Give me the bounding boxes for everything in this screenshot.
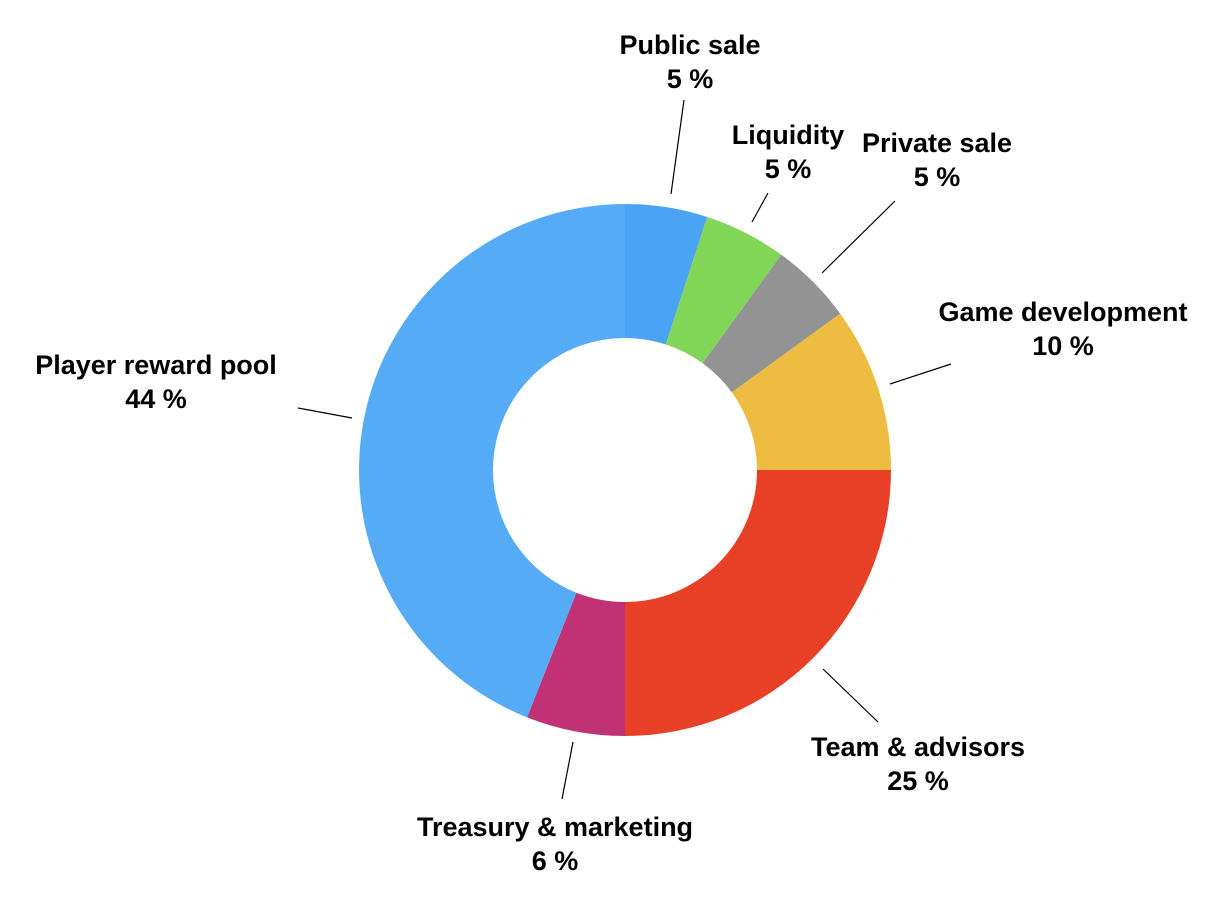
- slice-liquidity: [665, 217, 782, 364]
- slice-value-treasury-and-marketing: 6 %: [532, 846, 579, 876]
- slice-game-development: [731, 313, 891, 470]
- leader-lines: [297, 99, 952, 800]
- slice-label-team-and-advisors: Team & advisors: [811, 732, 1025, 762]
- leader-line-public-sale: [670, 99, 685, 195]
- slice-value-public-sale: 5 %: [667, 64, 714, 94]
- slice-value-liquidity: 5 %: [765, 154, 812, 184]
- slice-label-private-sale: Private sale: [862, 128, 1012, 158]
- leader-line-game-development: [889, 363, 952, 385]
- slice-label-game-development: Game development: [938, 297, 1187, 327]
- leader-line-liquidity: [751, 192, 769, 223]
- slice-label-treasury-and-marketing: Treasury & marketing: [417, 812, 693, 842]
- slice-label-public-sale: Public sale: [619, 30, 760, 60]
- slice-treasury-and-marketing: [527, 592, 625, 736]
- slice-value-player-reward-pool: 44 %: [125, 384, 187, 414]
- slice-label-player-reward-pool: Player reward pool: [35, 350, 277, 380]
- slice-team-and-advisors: [625, 470, 891, 736]
- donut-slices: [358, 204, 891, 736]
- slice-public-sale: [625, 204, 708, 345]
- leader-line-team-and-advisors: [822, 668, 879, 723]
- slice-value-private-sale: 5 %: [914, 162, 961, 192]
- leader-line-treasury-and-marketing: [561, 741, 574, 800]
- slice-value-team-and-advisors: 25 %: [887, 766, 949, 796]
- slice-label-liquidity: Liquidity: [732, 120, 844, 150]
- slice-labels: Public sale 5 % Liquidity 5 % Private sale 5 …: [35, 30, 1187, 876]
- slice-value-game-development: 10 %: [1032, 331, 1094, 361]
- leader-line-player-reward-pool: [297, 407, 353, 419]
- leader-line-private-sale: [821, 200, 896, 274]
- slice-private-sale: [702, 254, 841, 393]
- slice-player-reward-pool: [358, 204, 625, 718]
